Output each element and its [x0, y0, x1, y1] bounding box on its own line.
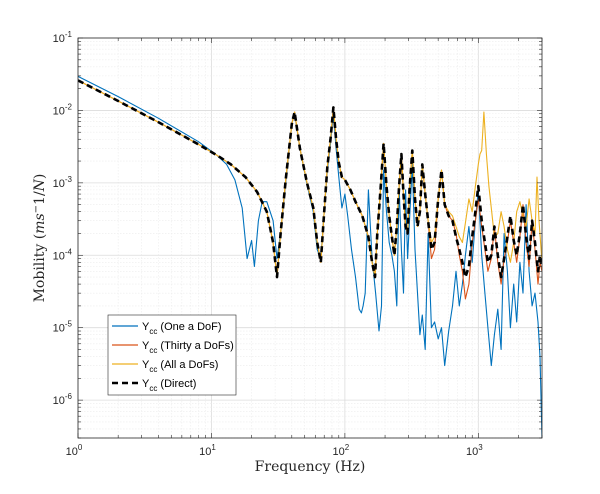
legend-label-main: Y	[142, 340, 150, 352]
legend-label-sub: cc	[149, 346, 157, 355]
y-axis-title-tail: 1/	[32, 191, 48, 205]
y-axis-title-N: N	[32, 178, 48, 192]
y-axis-title-text: Mobility (	[32, 234, 48, 303]
x-tick-label: 102	[333, 443, 350, 458]
legend-label-main: Y	[142, 359, 150, 371]
legend-label-3: Ycc (Direct)	[142, 378, 196, 393]
legend-label-rest: (Thirty a DoFs)	[157, 340, 233, 352]
y-tick-label: 10-1	[53, 30, 73, 45]
x-tick-base: 10	[466, 446, 478, 458]
y-axis-title-exp: −	[31, 205, 42, 213]
legend-label-rest: (All a DoFs)	[157, 359, 218, 371]
legend-label-sub: cc	[149, 384, 157, 393]
legend-label-sub: cc	[149, 365, 157, 374]
legend-label-2: Ycc (All a DoFs)	[142, 359, 218, 374]
y-axis-title-close: )	[32, 174, 48, 179]
y-tick-label: 10-3	[53, 175, 73, 190]
x-tick-base: 10	[66, 446, 78, 458]
x-tick-label: 101	[199, 443, 216, 458]
svg-text:Mobility (ms−1/N): Mobility (ms−1/N)	[31, 174, 48, 303]
legend-label-rest: (One a DoF)	[157, 321, 221, 333]
y-tick-exponent: -6	[65, 392, 73, 401]
y-tick-base: 10	[53, 323, 65, 335]
x-tick-exponent: 2	[345, 443, 350, 452]
y-tick-label: 10-5	[53, 320, 73, 335]
x-axis-title: Frequency (Hz)	[255, 459, 366, 475]
y-tick-label: 10-2	[53, 102, 73, 117]
legend-label-rest: (Direct)	[157, 378, 196, 390]
x-tick-exponent: 3	[478, 443, 483, 452]
x-tick-label: 103	[466, 443, 483, 458]
y-tick-exponent: -4	[65, 247, 73, 256]
y-tick-base: 10	[53, 178, 65, 190]
y-tick-exponent: -3	[65, 175, 73, 184]
legend-label-sub: cc	[149, 327, 157, 336]
x-tick-exponent: 1	[211, 443, 216, 452]
x-tick-base: 10	[199, 446, 211, 458]
legend-label-main: Y	[142, 321, 150, 333]
x-tick-exponent: 0	[78, 443, 83, 452]
y-tick-base: 10	[53, 105, 65, 117]
ticks	[77, 37, 543, 439]
legend-label-0: Ycc (One a DoF)	[142, 321, 222, 336]
series-line-3	[78, 79, 542, 279]
series-group	[78, 75, 542, 438]
y-tick-exponent: -5	[65, 320, 73, 329]
y-axis-title: Mobility (ms−1/N)	[31, 174, 48, 303]
y-tick-exponent: -2	[65, 102, 73, 111]
y-tick-base: 10	[53, 250, 65, 262]
y-axis-title-ms: ms	[32, 213, 48, 233]
grid	[77, 37, 543, 439]
legend-label-1: Ycc (Thirty a DoFs)	[142, 340, 234, 355]
y-tick-base: 10	[53, 395, 65, 407]
x-tick-label: 100	[66, 443, 83, 458]
legend: Ycc (One a DoF)Ycc (Thirty a DoFs)Ycc (A…	[107, 314, 237, 396]
y-tick-exponent: -1	[65, 30, 73, 39]
legend-label-main: Y	[142, 378, 150, 390]
y-tick-label: 10-6	[53, 392, 73, 407]
x-tick-base: 10	[333, 446, 345, 458]
legend-box	[107, 314, 237, 396]
y-tick-label: 10-4	[53, 247, 73, 262]
y-tick-base: 10	[53, 33, 65, 45]
axes-box	[77, 37, 543, 439]
